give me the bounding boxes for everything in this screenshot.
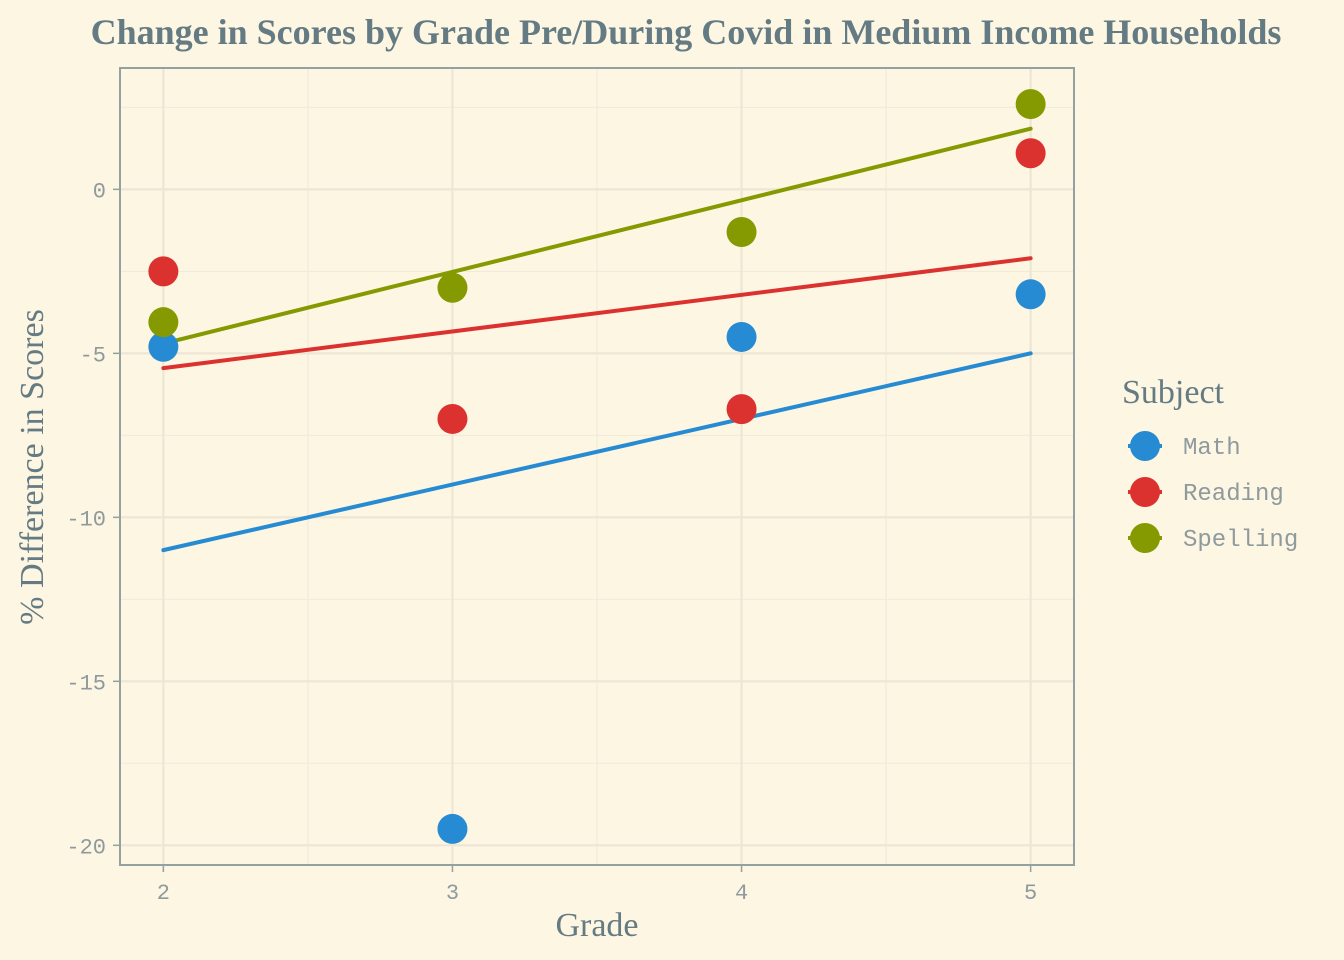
legend-items: Math Reading Spelling: [1128, 431, 1298, 554]
x-tick-label: 5: [1024, 881, 1037, 906]
data-point-math: [437, 813, 468, 844]
legend-label-reading: Reading: [1183, 481, 1284, 508]
legend-title: Subject: [1122, 374, 1225, 411]
data-point-spelling: [148, 307, 179, 338]
data-point-reading: [1015, 138, 1046, 169]
minor-gridlines: [120, 68, 1074, 865]
y-tick-label: -5: [80, 343, 106, 368]
legend-key-dot: [1130, 523, 1160, 553]
legend-label-math: Math: [1183, 435, 1241, 462]
chart-title: Change in Scores by Grade Pre/During Cov…: [91, 12, 1282, 52]
trend-line-math: [161, 351, 1033, 553]
trend-line-spelling: [161, 126, 1033, 346]
x-tick-label: 3: [446, 881, 459, 906]
legend-key-spelling: [1128, 523, 1162, 553]
x-axis-ticks: 2 3 4 5: [157, 865, 1037, 906]
legend-key-math: [1128, 431, 1162, 461]
x-tick-label: 4: [735, 881, 748, 906]
y-tick-label: -20: [66, 835, 106, 860]
data-point-math: [726, 321, 757, 352]
data-point-spelling: [1015, 89, 1046, 120]
legend-label-spelling: Spelling: [1183, 527, 1298, 554]
trend-lines: [161, 126, 1033, 553]
data-point-math: [148, 331, 179, 362]
legend-key-dot: [1130, 477, 1160, 507]
plot-panel: [119, 67, 1075, 866]
legend-key-dot: [1130, 431, 1160, 461]
y-axis-ticks: 0 -5 -10 -15 -20: [66, 179, 120, 860]
y-tick-label: -10: [66, 507, 106, 532]
data-points: [148, 89, 1046, 844]
x-tick-label: 2: [157, 881, 170, 906]
data-point-math: [1015, 279, 1046, 310]
y-tick-label: -15: [66, 671, 106, 696]
plot-panel-border: [119, 67, 1075, 866]
x-axis-title: Grade: [555, 907, 638, 944]
y-tick-label: 0: [93, 179, 106, 204]
data-point-spelling: [437, 272, 468, 303]
data-point-reading: [437, 403, 468, 434]
legend-key-reading: [1128, 477, 1162, 507]
y-axis-title: % Difference in Scores: [14, 309, 51, 625]
data-point-reading: [148, 256, 179, 287]
data-point-spelling: [726, 216, 757, 247]
trend-line-reading: [161, 256, 1033, 371]
legend: Subject Math Reading Spelling: [1122, 374, 1298, 554]
data-point-reading: [726, 394, 757, 425]
